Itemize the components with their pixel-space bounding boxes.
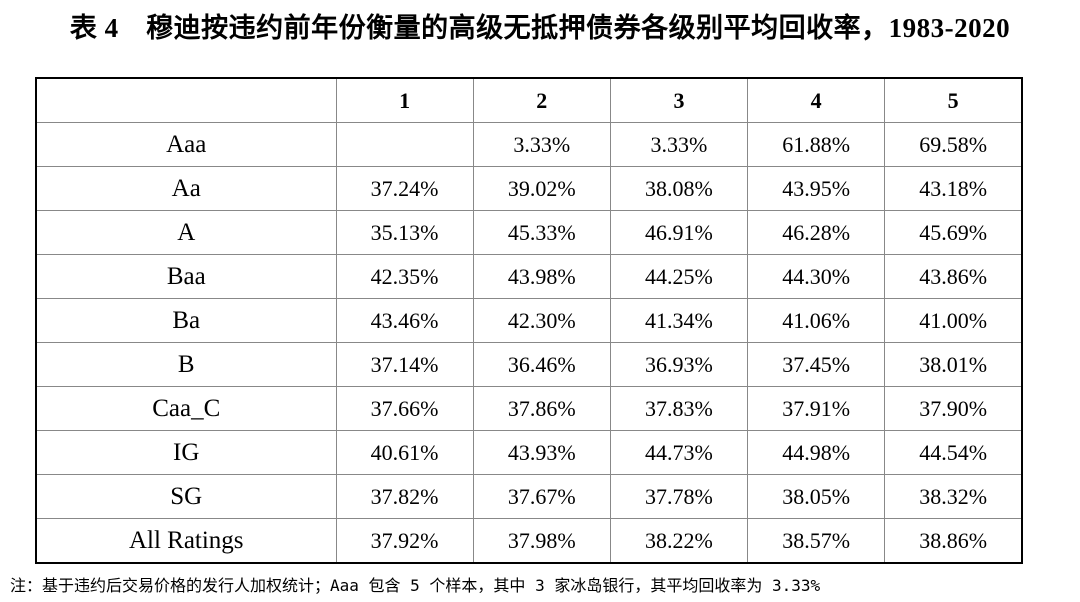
- table-title: 表 4 穆迪按违约前年份衡量的高级无抵押债券各级别平均回收率，1983-2020: [69, 13, 1011, 43]
- column-header: 5: [884, 77, 1023, 123]
- table-cell: 38.08%: [609, 166, 749, 211]
- table-row: All Ratings 37.92% 37.98% 38.22% 38.57% 38.86…: [35, 518, 1023, 564]
- table-cell: 45.69%: [884, 210, 1023, 255]
- table-cell: 44.30%: [747, 254, 886, 299]
- table-cell: 42.30%: [472, 298, 611, 343]
- table-cell: 37.98%: [472, 518, 611, 564]
- table-cell: 38.32%: [884, 474, 1023, 519]
- table-row: Caa_C 37.66% 37.86% 37.83% 37.91% 37.90%: [35, 386, 1023, 431]
- table-cell: [335, 122, 474, 167]
- row-label: B: [35, 342, 337, 387]
- table-cell: 43.95%: [747, 166, 886, 211]
- table-cell: 44.73%: [609, 430, 749, 475]
- row-label: Aa: [35, 166, 337, 211]
- row-label: Baa: [35, 254, 337, 299]
- table-cell: 37.90%: [884, 386, 1023, 431]
- table-cell: 38.05%: [747, 474, 886, 519]
- table-row: Baa 42.35% 43.98% 44.25% 44.30% 43.86%: [35, 254, 1023, 299]
- table-cell: 43.46%: [335, 298, 474, 343]
- table-cell: 37.83%: [609, 386, 749, 431]
- table-cell: 46.91%: [609, 210, 749, 255]
- table-row: B 37.14% 36.46% 36.93% 37.45% 38.01%: [35, 342, 1023, 387]
- recovery-rate-table: 1 2 3 4 5 Aaa 3.33% 3.33% 61.88% 69.58% Aa 37.…: [35, 77, 1023, 564]
- row-label: Caa_C: [35, 386, 337, 431]
- column-header: 1: [335, 77, 474, 123]
- table-cell: 44.25%: [609, 254, 749, 299]
- table-cell: 41.00%: [884, 298, 1023, 343]
- column-header: 2: [472, 77, 611, 123]
- table-cell: 38.57%: [747, 518, 886, 564]
- table-cell: 44.98%: [747, 430, 886, 475]
- header-row: 1 2 3 4 5: [35, 77, 1023, 123]
- table-cell: 37.86%: [472, 386, 611, 431]
- row-label: A: [35, 210, 337, 255]
- table-row: Ba 43.46% 42.30% 41.34% 41.06% 41.00%: [35, 298, 1023, 343]
- row-label: SG: [35, 474, 337, 519]
- row-label: Aaa: [35, 122, 337, 167]
- column-header: [35, 77, 337, 123]
- table-cell: 37.91%: [747, 386, 886, 431]
- table-cell: 36.93%: [609, 342, 749, 387]
- table-cell: 3.33%: [609, 122, 749, 167]
- table-cell: 40.61%: [335, 430, 474, 475]
- table-cell: 35.13%: [335, 210, 474, 255]
- table-row: SG 37.82% 37.67% 37.78% 38.05% 38.32%: [35, 474, 1023, 519]
- table-cell: 36.46%: [472, 342, 611, 387]
- table-cell: 37.45%: [747, 342, 886, 387]
- table-cell: 41.34%: [609, 298, 749, 343]
- table-cell: 38.01%: [884, 342, 1023, 387]
- table-row: A 35.13% 45.33% 46.91% 46.28% 45.69%: [35, 210, 1023, 255]
- table-cell: 37.82%: [335, 474, 474, 519]
- row-label: IG: [35, 430, 337, 475]
- column-header: 3: [609, 77, 749, 123]
- row-label: Ba: [35, 298, 337, 343]
- table-cell: 37.92%: [335, 518, 474, 564]
- table-cell: 37.24%: [335, 166, 474, 211]
- table-cell: 69.58%: [884, 122, 1023, 167]
- table-cell: 45.33%: [472, 210, 611, 255]
- row-label: All Ratings: [35, 518, 337, 564]
- table-cell: 44.54%: [884, 430, 1023, 475]
- table-row: Aaa 3.33% 3.33% 61.88% 69.58%: [35, 122, 1023, 167]
- table-cell: 41.06%: [747, 298, 886, 343]
- table-cell: 61.88%: [747, 122, 886, 167]
- table-cell: 37.14%: [335, 342, 474, 387]
- table-cell: 37.78%: [609, 474, 749, 519]
- table-cell: 37.67%: [472, 474, 611, 519]
- table-cell: 3.33%: [472, 122, 611, 167]
- table-note: 注：基于违约后交易价格的发行人加权统计；Aaa 包含 5 个样本，其中 3 家冰…: [10, 576, 821, 595]
- table-cell: 43.98%: [472, 254, 611, 299]
- table-cell: 42.35%: [335, 254, 474, 299]
- table-cell: 38.22%: [609, 518, 749, 564]
- table-cell: 38.86%: [884, 518, 1023, 564]
- table-row: Aa 37.24% 39.02% 38.08% 43.95% 43.18%: [35, 166, 1023, 211]
- table-cell: 43.93%: [472, 430, 611, 475]
- table-cell: 46.28%: [747, 210, 886, 255]
- column-header: 4: [747, 77, 886, 123]
- table-cell: 43.18%: [884, 166, 1023, 211]
- table-cell: 37.66%: [335, 386, 474, 431]
- table-cell: 43.86%: [884, 254, 1023, 299]
- table-cell: 39.02%: [472, 166, 611, 211]
- table-row: IG 40.61% 43.93% 44.73% 44.98% 44.54%: [35, 430, 1023, 475]
